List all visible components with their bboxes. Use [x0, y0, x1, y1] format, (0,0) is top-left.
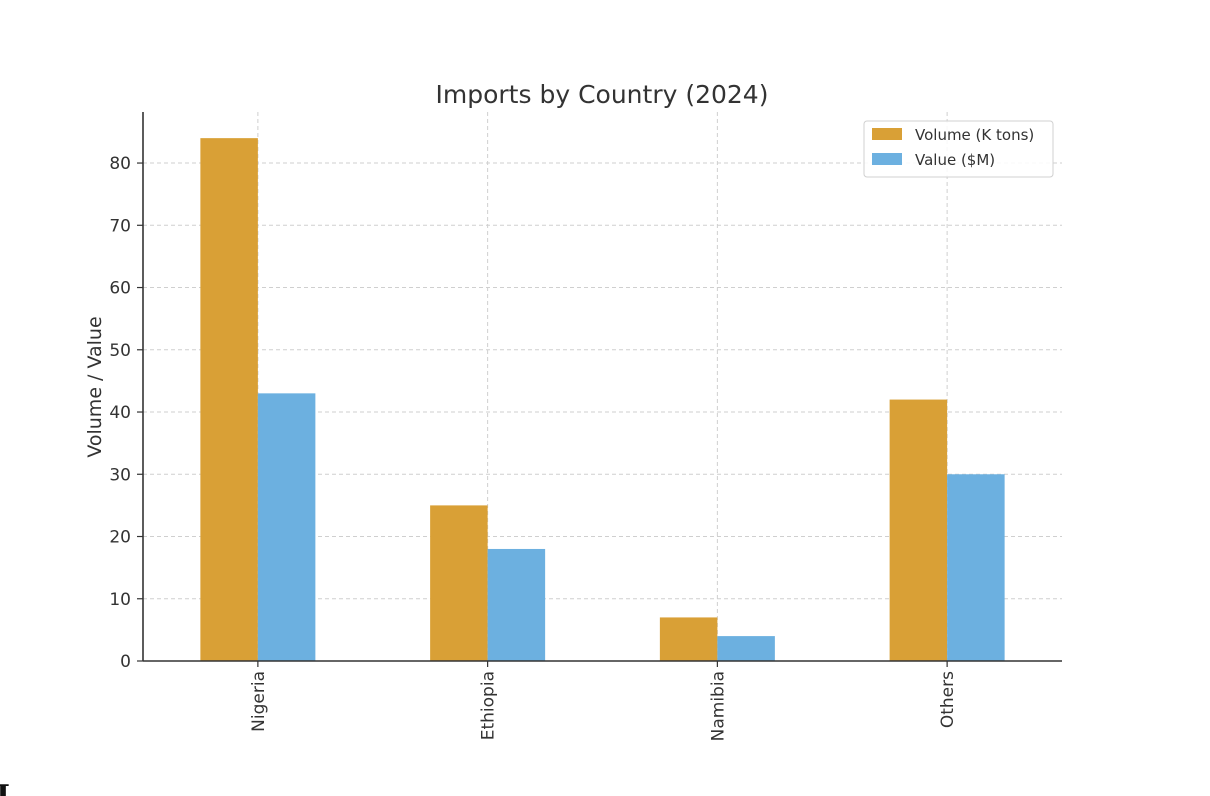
x-tick-label: Nigeria [249, 671, 269, 732]
bar-value-m-others [947, 474, 1005, 661]
y-axis-label: Volume / Value [84, 316, 106, 457]
bar-volume-k-tons-ethiopia [430, 505, 488, 661]
bar-value-m-nigeria [257, 393, 316, 661]
bar-value-m-ethiopia [487, 548, 546, 661]
y-tick-label: 20 [109, 528, 131, 548]
bars [200, 138, 1005, 662]
legend-label: Volume (K tons) [915, 126, 1034, 144]
x-tick-label: Others [938, 671, 958, 728]
y-tick-label: 50 [109, 341, 131, 361]
y-tick-label: 0 [120, 652, 131, 672]
legend-swatch [872, 128, 902, 140]
bar-volume-k-tons-others [889, 399, 948, 661]
y-tick-label: 60 [109, 279, 131, 299]
bar-volume-k-tons-nigeria [200, 138, 258, 662]
y-tick-label: 80 [109, 154, 131, 174]
legend: Volume (K tons) Value ($M) [863, 120, 1054, 178]
x-tick-label: Ethiopia [479, 671, 499, 740]
x-tick-label: Namibia [708, 671, 728, 741]
y-tick-label: 30 [109, 465, 131, 485]
legend-label: Value ($M) [915, 151, 995, 169]
legend-box [863, 120, 1054, 178]
y-tick-label: 10 [109, 590, 131, 610]
y-tick-labels: 0 10 20 30 40 50 60 70 80 [109, 154, 131, 672]
footer-text-fragment: I [0, 782, 10, 796]
bar-value-m-namibia [717, 636, 775, 661]
bar-volume-k-tons-namibia [659, 617, 718, 661]
chart-title: Imports by Country (2024) [436, 80, 769, 109]
axes [137, 112, 1062, 667]
y-tick-label: 70 [109, 216, 131, 236]
legend-swatch [872, 153, 902, 165]
x-tick-labels: Nigeria Ethiopia Namibia Others [249, 671, 958, 741]
y-tick-label: 40 [109, 403, 131, 423]
